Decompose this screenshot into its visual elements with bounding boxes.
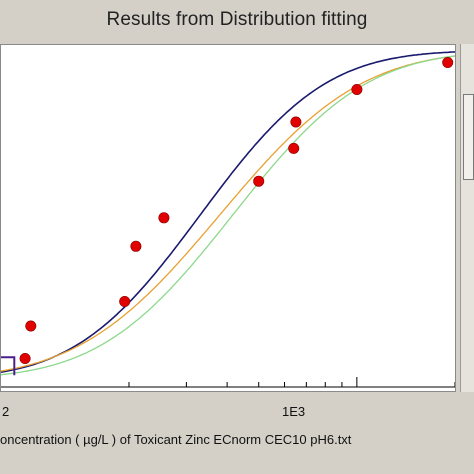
x-tick-label-1e3: 1E3 [282,404,306,419]
vertical-scrollbar[interactable] [460,44,474,392]
data-point [119,296,131,308]
window-title: Results from Distribution fitting [106,9,368,30]
data-point [253,175,265,187]
data-point [442,57,454,68]
x-axis-label: oncentration ( µg/L ) of Toxicant Zinc E… [0,432,352,447]
fraction-marker [1,356,16,376]
x-tick-label-2: 2 [2,404,10,419]
scrollbar-thumb[interactable] [463,94,474,180]
data-point [288,142,300,154]
bottom-strip [0,456,474,474]
distribution-plot [1,51,455,388]
data-point [290,116,302,128]
fit-curve-2 [1,55,455,376]
data-point [158,212,170,224]
plot-area [0,44,456,392]
data-point [130,240,142,252]
data-point [19,352,31,364]
fit-curve-0 [1,51,455,373]
data-point [351,83,363,95]
fit-curve-1 [1,55,455,372]
data-point [25,320,37,332]
